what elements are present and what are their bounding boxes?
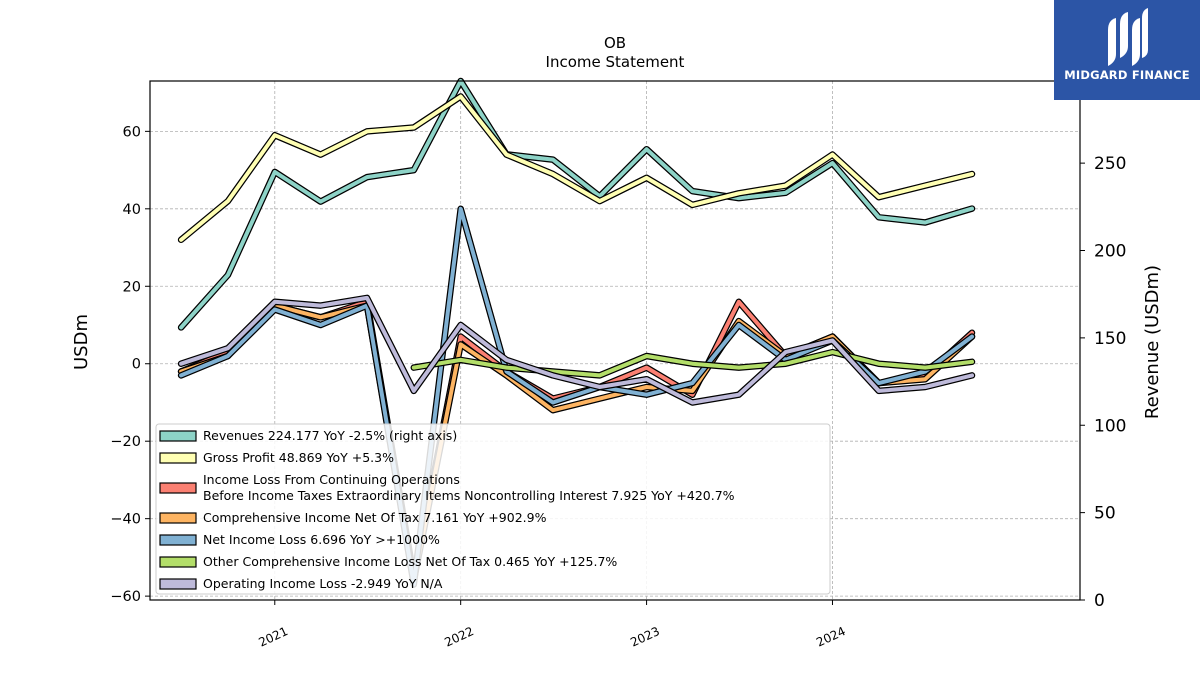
x-tick-label: 2021 xyxy=(256,624,290,650)
y-tick-label-left: −60 xyxy=(110,589,141,605)
y-tick-label-left: −20 xyxy=(110,434,141,450)
y-tick-label-right: 150 xyxy=(1094,329,1126,349)
brand-logo: MIDGARD FINANCE xyxy=(1054,0,1200,100)
y-axis-label-right: Revenue (USDm) xyxy=(1142,265,1163,419)
legend-swatch xyxy=(160,453,196,463)
series-line-revenues xyxy=(181,81,972,327)
income-statement-chart: OB Income Statement −60 −40 −20 0 20 40 60 0 50 1… xyxy=(0,0,1200,675)
legend-entry-label: Gross Profit 48.869 YoY +5.3% xyxy=(203,450,394,465)
y-tick-label-right: 200 xyxy=(1094,242,1126,262)
y-axis-label-left: USDm xyxy=(71,314,92,370)
x-tick-label: 2023 xyxy=(628,624,662,650)
x-tick-label: 2024 xyxy=(814,624,848,650)
series-outline-gross-profit xyxy=(181,97,972,240)
legend-entry-label: Before Income Taxes Extraordinary Items … xyxy=(203,488,735,503)
x-tick-label: 2022 xyxy=(442,624,476,650)
y-tick-label-right: 0 xyxy=(1094,591,1105,611)
chart-subtitle: Income Statement xyxy=(546,53,685,71)
midgard-logo-icon xyxy=(1102,8,1152,68)
legend-entry-label: Income Loss From Continuing Operations xyxy=(203,472,460,487)
legend-swatch xyxy=(160,535,196,545)
legend-swatch xyxy=(160,557,196,567)
legend: Revenues 224.177 YoY -2.5% (right axis) G… xyxy=(156,424,830,594)
y-tick-label-left: 40 xyxy=(123,202,141,218)
legend-swatch xyxy=(160,513,196,523)
series-outline-revenues xyxy=(181,81,972,327)
legend-entry-label: Operating Income Loss -2.949 YoY N/A xyxy=(203,576,443,591)
legend-entry-label: Other Comprehensive Income Loss Net Of T… xyxy=(203,554,617,569)
legend-swatch xyxy=(160,483,196,493)
y-tick-label-right: 250 xyxy=(1094,154,1126,174)
y-tick-label-left: 20 xyxy=(123,279,141,295)
y-tick-label-left: 60 xyxy=(123,124,141,140)
legend-entry-label: Net Income Loss 6.696 YoY >+1000% xyxy=(203,532,440,547)
legend-swatch xyxy=(160,579,196,589)
legend-entry-label: Comprehensive Income Net Of Tax 7.161 Yo… xyxy=(203,510,547,525)
legend-entry-label: Revenues 224.177 YoY -2.5% (right axis) xyxy=(203,428,457,443)
legend-swatch xyxy=(160,431,196,441)
brand-name: MIDGARD FINANCE xyxy=(1054,68,1200,82)
y-tick-label-right: 100 xyxy=(1094,416,1126,436)
chart-title: OB xyxy=(604,34,626,52)
y-tick-label-left: −40 xyxy=(110,512,141,528)
y-tick-label-left: 0 xyxy=(132,357,141,373)
y-tick-label-right: 50 xyxy=(1094,504,1116,524)
series-line-gross-profit xyxy=(181,97,972,240)
